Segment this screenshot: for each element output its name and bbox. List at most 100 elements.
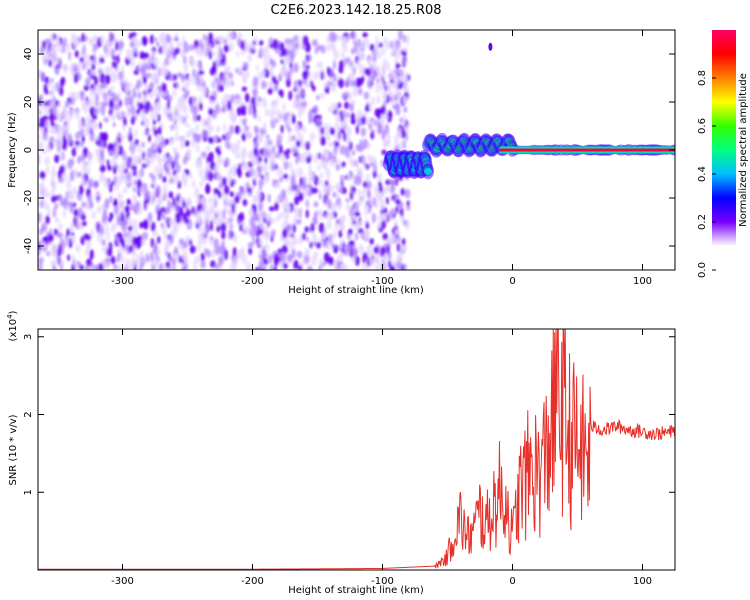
noise-blob [404,188,411,199]
noise-blob [38,249,41,256]
noise-blob [313,201,319,208]
noise-blob [100,105,106,116]
noise-blob [231,203,235,214]
noise-blob [310,223,315,233]
noise-blob [143,218,149,230]
noise-blob [215,146,220,154]
noise-blob [291,147,298,153]
noise-blob [311,241,318,247]
noise-blob [302,59,307,70]
noise-blob [108,98,114,108]
noise-blob [72,259,76,265]
noise-blob [224,97,228,104]
noise-blob [397,131,402,139]
noise-blob [75,244,81,252]
noise-blob [86,127,91,134]
noise-blob [305,64,310,70]
noise-blob [296,84,301,94]
noise-blob [140,167,144,178]
noise-blob [141,141,145,148]
noise-blob [63,139,68,149]
snr-plot-area [38,329,675,570]
noise-blob [315,117,321,125]
noise-blob [372,171,377,179]
noise-blob [81,201,87,208]
noise-blob [357,46,362,57]
noise-blob [100,34,105,45]
noise-blob [332,230,337,240]
noise-blob [79,184,84,196]
noise-blob [361,264,367,270]
noise-blob [175,215,182,224]
noise-blob [405,34,410,45]
y-tick-label: 1 [23,489,34,495]
noise-blob [220,222,227,232]
noise-blob [366,68,371,77]
noise-blob [356,59,361,68]
noise-blob [239,223,243,232]
noise-blob [59,86,64,97]
noise-blob [165,162,170,170]
noise-blob [162,43,166,55]
noise-blob [255,266,260,270]
noise-blob [298,265,303,270]
noise-blob [308,54,312,62]
noise-blob [349,61,353,67]
noise-blob [150,237,155,248]
noise-blob [400,75,405,83]
noise-blob [94,148,100,155]
noise-blob [176,41,182,49]
noise-blob [177,97,182,108]
noise-blob [288,161,293,170]
noise-blob [49,228,53,235]
noise-blob [362,188,365,200]
noise-blob [70,62,76,70]
noise-blob [132,237,139,245]
noise-blob [335,163,341,171]
noise-blob [149,34,154,45]
noise-blob [279,68,284,80]
noise-blob [153,128,158,137]
noise-blob [188,129,194,138]
noise-blob [156,100,161,110]
noise-blob [223,185,230,195]
colorbar: 0.0 0.2 0.4 0.6 0.8 Normalized spectral ampl… [697,30,749,278]
noise-blob [40,213,44,220]
noise-blob [154,135,161,144]
noise-blob [383,139,387,148]
noise-blob [340,222,346,231]
noise-blob [224,157,230,168]
noise-blob [397,235,401,243]
noise-blob [85,238,92,250]
noise-blob [196,203,202,212]
noise-blob [46,46,49,53]
noise-blob [158,46,163,55]
noise-blob [117,252,122,258]
noise-blob [191,205,195,215]
noise-blob [333,145,338,156]
noise-blob [46,251,51,257]
noise-blob [391,260,398,267]
noise-blob [105,51,110,58]
noise-blob [351,150,356,156]
noise-blob [89,121,93,128]
noise-blob [47,233,54,242]
noise-blob [67,254,71,262]
noise-blob [94,76,99,86]
noise-blob [374,255,380,264]
noise-blob [214,217,219,226]
noise-blob [298,207,302,219]
noise-blob [135,83,140,91]
noise-blob [174,32,178,40]
noise-blob [381,219,386,230]
noise-blob [376,77,380,85]
y-tick-label: 0 [23,147,34,153]
noise-blob [244,92,250,103]
noise-blob [367,189,371,199]
noise-blob [360,154,366,164]
noise-blob [205,162,210,171]
noise-blob [394,49,401,60]
noise-blob [109,195,113,203]
noise-blob [126,263,132,270]
